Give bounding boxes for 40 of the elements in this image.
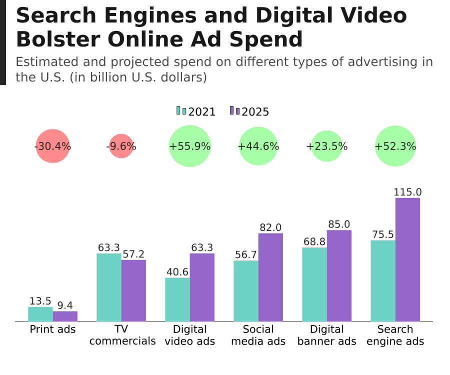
text: +23.5% [306, 142, 348, 150]
data-label: 68.8 [304, 238, 325, 246]
bar [190, 253, 214, 322]
data-label: 63.3 [192, 244, 212, 252]
bar [52, 311, 78, 322]
x-tick-label: TV commercials [90, 324, 156, 345]
text: -9.6% [106, 142, 136, 150]
text: +55.9% [170, 142, 210, 150]
data-label: 9.4 [58, 301, 72, 310]
bar [258, 233, 284, 322]
bar [234, 260, 258, 322]
data-label: 56.7 [236, 250, 256, 258]
bar [302, 247, 327, 322]
legend-label: 2021 [188, 107, 216, 116]
bar [326, 230, 352, 322]
data-label: 57.2 [123, 250, 144, 258]
data-label: 75.5 [372, 230, 394, 238]
x-tick-label: Digital video ads [164, 324, 215, 345]
data-label: 63.3 [98, 244, 120, 252]
data-label: 13.5 [30, 297, 51, 305]
data-label: 82.0 [260, 224, 282, 232]
bar [121, 260, 146, 322]
bar [96, 253, 122, 322]
data-label: 115.0 [394, 188, 422, 196]
data-label: 85.0 [328, 220, 350, 228]
chart-title: Search Engines and Digital Video Bolster Online Ad Spend [17, 6, 406, 51]
text: +44.6% [238, 142, 279, 150]
bar [370, 240, 396, 322]
chart-subtitle: Estimated and projected spend on different types of advertising in the U.S. (in billion U.S. dollars) [16, 56, 432, 84]
x-tick-label: Social media ads [232, 324, 286, 345]
bar [395, 198, 420, 322]
x-tick-label: Print ads [30, 324, 76, 333]
legend-label: 2025 [242, 107, 268, 116]
bar [165, 278, 190, 322]
data-label: 40.6 [166, 268, 188, 276]
text: -30.4% [34, 142, 71, 150]
x-tick-label: Search engine ads [367, 324, 424, 348]
text: +52.3% [375, 142, 416, 150]
x-tick-label: Digital banner ads [298, 324, 356, 345]
bar [28, 306, 53, 322]
